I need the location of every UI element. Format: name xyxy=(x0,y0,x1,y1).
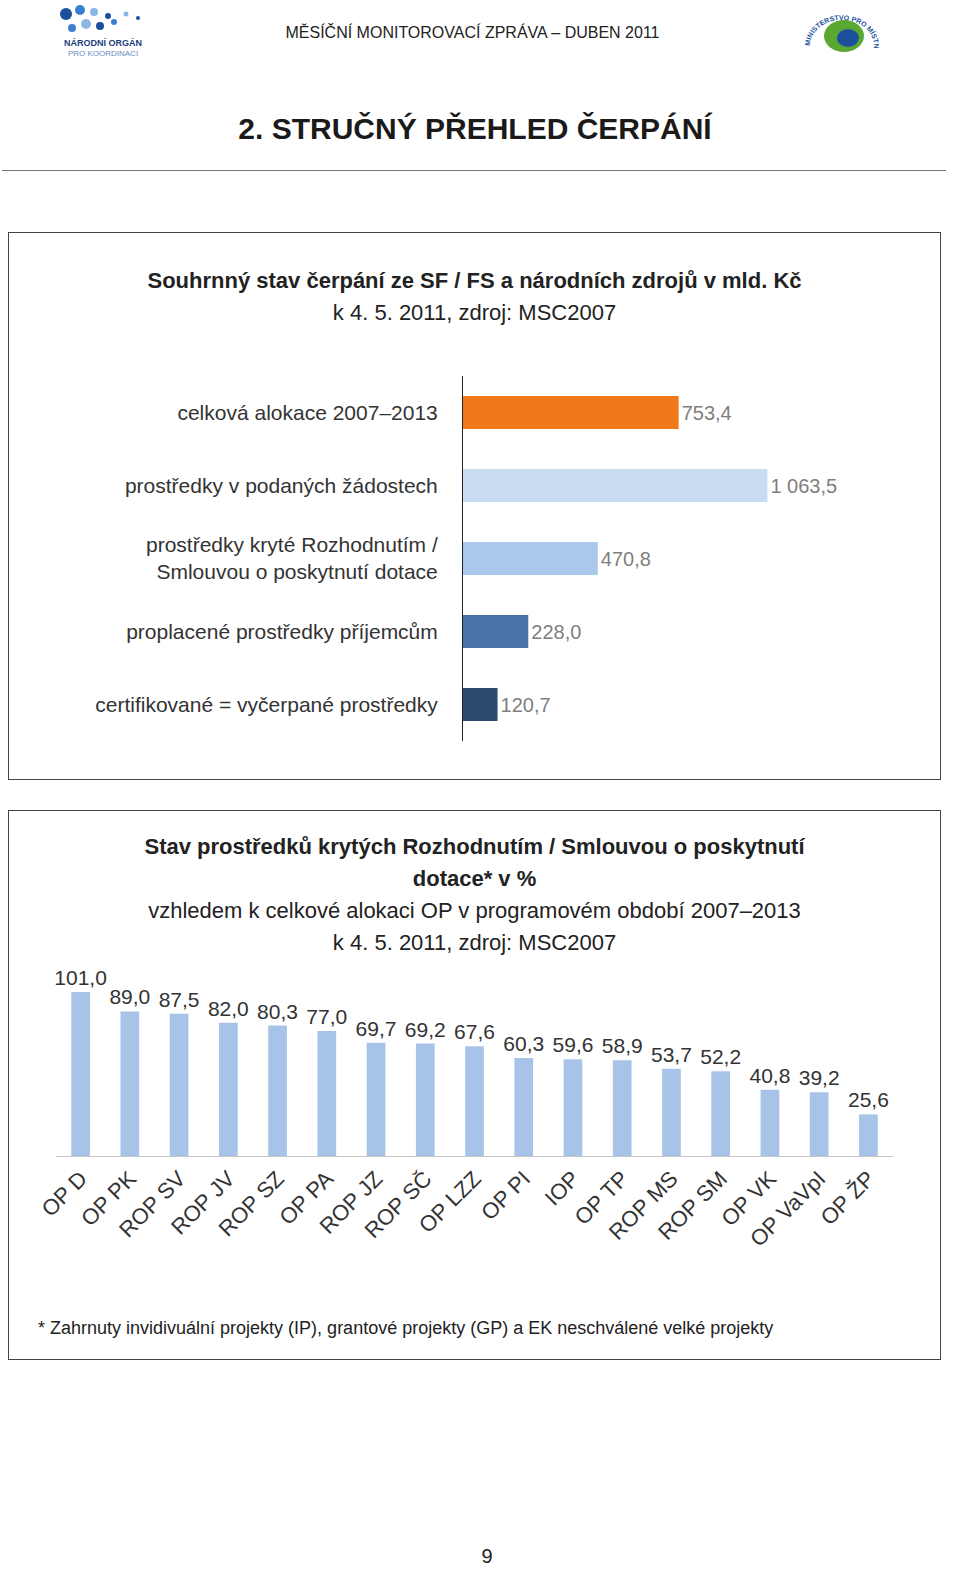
svg-text:67,6: 67,6 xyxy=(454,1020,495,1043)
svg-text:OP PI: OP PI xyxy=(476,1166,535,1225)
svg-text:OP PA: OP PA xyxy=(274,1166,338,1230)
svg-text:ROP MS: ROP MS xyxy=(604,1166,683,1245)
svg-text:ROP SZ: ROP SZ xyxy=(214,1166,289,1241)
svg-text:certifikované = vyčerpané pros: certifikované = vyčerpané prostředky xyxy=(95,693,438,716)
svg-text:PRO KOORDINACI: PRO KOORDINACI xyxy=(68,49,138,58)
svg-text:80,3: 80,3 xyxy=(257,1000,298,1023)
svg-text:470,8: 470,8 xyxy=(601,548,651,570)
svg-text:prostředky kryté Rozhodnutím /: prostředky kryté Rozhodnutím /Smlouvou o… xyxy=(146,533,438,583)
svg-text:ROP JV: ROP JV xyxy=(166,1166,240,1240)
svg-text:celková alokace 2007–2013: celková alokace 2007–2013 xyxy=(177,401,437,424)
svg-text:52,2: 52,2 xyxy=(700,1045,741,1068)
svg-text:OP TP: OP TP xyxy=(570,1166,634,1230)
svg-text:ROP SČ: ROP SČ xyxy=(360,1166,437,1243)
svg-text:40,8: 40,8 xyxy=(749,1064,790,1087)
svg-text:69,7: 69,7 xyxy=(356,1017,397,1040)
html-text:* Zahrnuty invidivuální projek: * Zahrnuty invidivuální projekty (IP), g… xyxy=(38,1318,774,1338)
svg-text:53,7: 53,7 xyxy=(651,1043,692,1066)
svg-text:OP PK: OP PK xyxy=(76,1166,141,1231)
svg-text:89,0: 89,0 xyxy=(109,985,150,1008)
svg-text:OP LZZ: OP LZZ xyxy=(414,1166,486,1238)
svg-text:ROP SM: ROP SM xyxy=(653,1166,732,1245)
svg-text:MINISTERSTVO PRO MÍSTNÍ ROZVOJ: MINISTERSTVO PRO MÍSTNÍ ROZVOJ xyxy=(802,2,880,48)
svg-text:753,4: 753,4 xyxy=(682,402,732,424)
svg-text:82,0: 82,0 xyxy=(208,997,249,1020)
svg-text:87,5: 87,5 xyxy=(159,988,200,1011)
html-text:vzhledem k celkové alokaci OP: vzhledem k celkové alokaci OP v programo… xyxy=(148,898,801,923)
svg-text:101,0: 101,0 xyxy=(54,966,107,989)
svg-text:39,2: 39,2 xyxy=(799,1066,840,1089)
svg-text:1 063,5: 1 063,5 xyxy=(770,475,837,497)
svg-text:69,2: 69,2 xyxy=(405,1018,446,1041)
svg-text:228,0: 228,0 xyxy=(531,621,581,643)
svg-text:59,6: 59,6 xyxy=(553,1033,594,1056)
svg-text:ROP SV: ROP SV xyxy=(114,1166,190,1242)
svg-text:OP D: OP D xyxy=(37,1166,92,1221)
html-text:k 4. 5. 2011, zdroj: MSC2007: k 4. 5. 2011, zdroj: MSC2007 xyxy=(332,930,617,955)
svg-text:OP ŽP: OP ŽP xyxy=(816,1166,880,1230)
svg-text:60,3: 60,3 xyxy=(503,1032,544,1055)
svg-text:prostředky v podaných žádostec: prostředky v podaných žádostech xyxy=(125,474,438,497)
svg-text:58,9: 58,9 xyxy=(602,1034,643,1057)
html-text:Souhrnný stav čerpání ze SF /: Souhrnný stav čerpání ze SF / FS a národ… xyxy=(147,268,802,293)
svg-text:NÁRODNÍ ORGÁN: NÁRODNÍ ORGÁN xyxy=(64,38,142,48)
svg-text:25,6: 25,6 xyxy=(848,1088,889,1111)
html-text:2. STRUČNÝ PŘEHLED ČERPÁNÍ: 2. STRUČNÝ PŘEHLED ČERPÁNÍ xyxy=(238,112,712,145)
html-text:MĚSÍČNÍ MONITOROVACÍ ZPRÁVA –: MĚSÍČNÍ MONITOROVACÍ ZPRÁVA – DUBEN 2011 xyxy=(285,24,660,41)
svg-text:ROP JZ: ROP JZ xyxy=(315,1166,388,1239)
svg-text:OP VK: OP VK xyxy=(716,1166,781,1231)
html-text:Stav prostředků krytých Rozhod: Stav prostředků krytých Rozhodnutím / Sm… xyxy=(144,834,805,891)
svg-text:proplacené prostředky příjemců: proplacené prostředky příjemcům xyxy=(126,620,438,643)
svg-text:77,0: 77,0 xyxy=(306,1005,347,1028)
html-text:9: 9 xyxy=(481,1545,493,1567)
svg-text:IOP: IOP xyxy=(540,1166,584,1210)
html-text:k 4. 5. 2011, zdroj: MSC2007: k 4. 5. 2011, zdroj: MSC2007 xyxy=(332,300,617,325)
svg-text:120,7: 120,7 xyxy=(501,694,551,716)
svg-text:OP VaVpI: OP VaVpI xyxy=(745,1166,830,1251)
